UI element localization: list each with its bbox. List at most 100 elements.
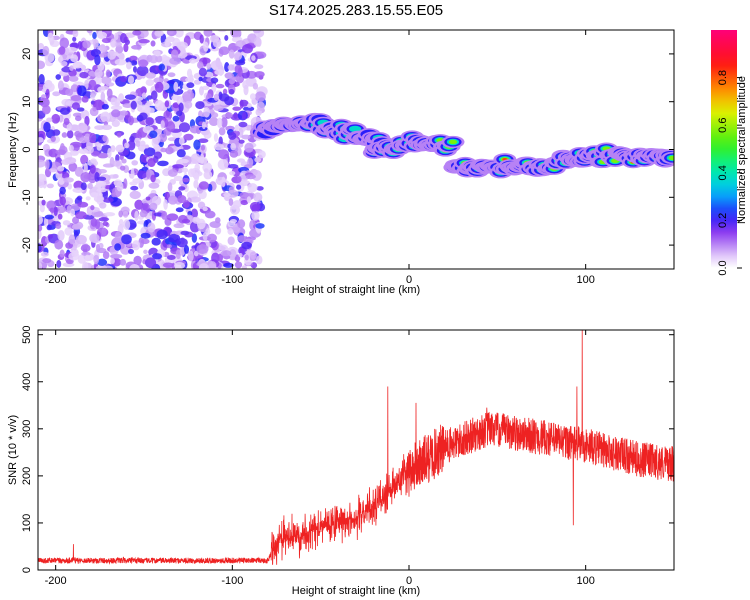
- heatmap-noise-blob: [227, 64, 235, 71]
- heatmap-noise-blob: [92, 39, 99, 48]
- heatmap-noise-blob: [234, 51, 243, 61]
- heatmap-noise-blob: [216, 117, 223, 128]
- heatmap-noise-blob: [132, 66, 137, 73]
- heatmap-noise-blob: [125, 61, 132, 70]
- heatmap-x-tick-label: 100: [576, 274, 594, 286]
- heatmap-noise-blob: [241, 241, 252, 250]
- heatmap-noise-blob: [68, 124, 80, 131]
- line-x-tick-label: -100: [221, 575, 243, 587]
- heatmap-noise-blob: [47, 234, 53, 239]
- heatmap-noise-blob: [115, 154, 120, 163]
- heatmap-noise-blob: [252, 82, 259, 90]
- heatmap-noise-blob: [129, 55, 138, 62]
- heatmap-noise-blob: [183, 245, 190, 254]
- line-x-tick-label: 100: [576, 575, 594, 587]
- heatmap-noise-blob: [229, 248, 237, 259]
- heatmap-noise-blob: [39, 97, 50, 108]
- heatmap-noise-blob: [42, 45, 50, 56]
- heatmap-noise-blob: [46, 200, 57, 210]
- heatmap-noise-blob: [238, 179, 251, 187]
- heatmap-noise-blob: [130, 185, 139, 191]
- heatmap-noise-blob: [164, 38, 170, 48]
- heatmap-noise-blob: [232, 106, 242, 111]
- heatmap-noise-blob: [228, 49, 235, 59]
- heatmap-noise-blob: [176, 237, 188, 248]
- heatmap-noise-blob: [206, 62, 212, 70]
- heatmap-noise-blob: [111, 109, 121, 118]
- heatmap-noise-blob: [75, 234, 87, 245]
- heatmap-noise-blob: [158, 63, 165, 71]
- heatmap-noise-blob: [254, 64, 264, 70]
- heatmap-noise-blob: [230, 45, 241, 51]
- heatmap-noise-blob: [52, 91, 61, 97]
- heatmap-noise-blob: [42, 82, 55, 93]
- heatmap-noise-blob: [68, 234, 76, 245]
- heatmap-noise-blob: [184, 100, 193, 109]
- heatmap-noise-blob: [190, 92, 195, 99]
- heatmap-noise-blob: [255, 223, 265, 229]
- heatmap-noise-blob: [38, 60, 46, 70]
- heatmap-noise-blob: [136, 65, 149, 77]
- heatmap-noise-blob: [209, 112, 219, 119]
- heatmap-noise-blob: [220, 117, 228, 128]
- heatmap-noise-blob: [178, 186, 186, 191]
- heatmap-noise-blob: [50, 135, 56, 142]
- heatmap-noise-blob: [198, 67, 208, 77]
- heatmap-noise-blob: [71, 249, 76, 257]
- heatmap-noise-blob: [69, 164, 76, 171]
- heatmap-noise-blob: [64, 227, 73, 236]
- heatmap-noise-blob: [153, 151, 163, 159]
- heatmap-noise-blob: [57, 230, 65, 241]
- heatmap-noise-blob: [225, 112, 233, 119]
- heatmap-noise-blob: [148, 182, 160, 189]
- line-y-tick-label: 200: [21, 467, 33, 485]
- heatmap-noise-blob: [201, 121, 206, 130]
- heatmap-noise-blob: [84, 254, 91, 262]
- heatmap-noise-blob: [224, 35, 229, 41]
- heatmap-noise-blob: [180, 230, 190, 236]
- heatmap-noise-blob: [167, 169, 178, 177]
- heatmap-noise-blob: [254, 71, 265, 78]
- heatmap-noise-blob: [129, 190, 141, 200]
- heatmap-noise-blob: [98, 53, 108, 58]
- heatmap-noise-blob: [93, 99, 105, 111]
- heatmap-noise-blob: [183, 133, 194, 141]
- heatmap-noise-blob: [81, 95, 89, 103]
- heatmap-y-tick-label: 0: [21, 146, 33, 152]
- heatmap-noise-blob: [230, 142, 237, 151]
- heatmap-noise-blob: [72, 187, 85, 193]
- heatmap-noise-blob: [77, 85, 87, 97]
- heatmap-noise-blob: [46, 183, 54, 189]
- line-y-tick-label: 100: [21, 514, 33, 532]
- heatmap-noise-blob: [145, 72, 156, 79]
- heatmap-noise-blob: [99, 202, 107, 209]
- line-y-axis-label: SNR (10 * v/v): [7, 415, 19, 485]
- heatmap-noise-blob: [102, 197, 114, 203]
- heatmap-noise-blob: [168, 195, 178, 205]
- heatmap-noise-blob: [178, 137, 185, 145]
- heatmap-noise-blob: [38, 73, 45, 85]
- heatmap-noise-blob: [46, 224, 52, 231]
- heatmap-noise-blob: [62, 220, 71, 226]
- heatmap-noise-blob: [210, 60, 223, 71]
- heatmap-noise-blob: [143, 249, 148, 255]
- heatmap-noise-blob: [61, 98, 72, 106]
- heatmap-noise-blob: [153, 77, 164, 84]
- heatmap-noise-blob: [228, 198, 234, 206]
- heatmap-noise-blob: [145, 169, 151, 179]
- heatmap-noise-blob: [75, 115, 82, 122]
- heatmap-noise-blob: [114, 102, 120, 108]
- heatmap-noise-blob: [75, 211, 87, 220]
- heatmap-noise-blob: [38, 159, 46, 168]
- heatmap-noise-blob: [53, 206, 58, 217]
- heatmap-noise-blob: [244, 142, 254, 153]
- heatmap-noise-blob: [187, 168, 196, 178]
- heatmap-noise-blob: [222, 88, 228, 95]
- heatmap-noise-blob: [38, 228, 42, 240]
- heatmap-noise-blob: [202, 206, 208, 212]
- heatmap-noise-blob: [85, 196, 91, 201]
- heatmap-noise-blob: [57, 213, 63, 220]
- heatmap-noise-blob: [110, 145, 116, 153]
- heatmap-noise-blob: [137, 170, 148, 179]
- heatmap-noise-blob: [237, 67, 243, 77]
